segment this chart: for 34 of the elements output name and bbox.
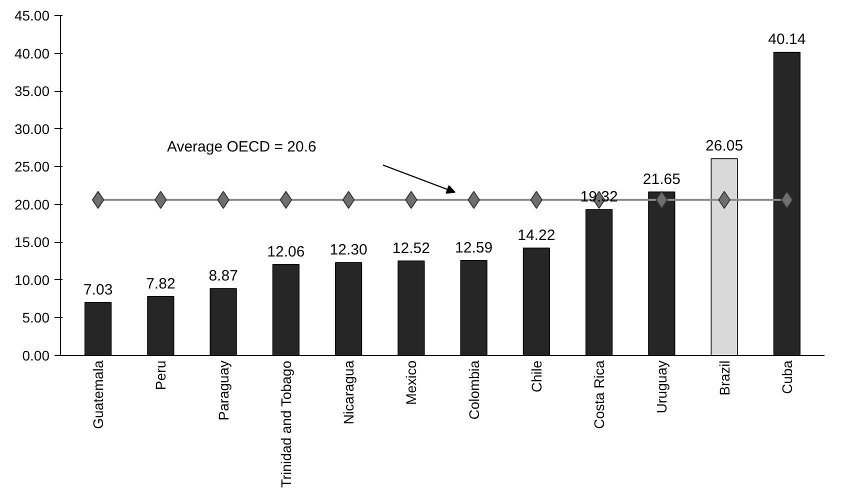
y-tick-label: 5.00 — [22, 310, 50, 326]
x-tick-label: Nicaragua — [340, 360, 357, 424]
x-tick-label: Colombia — [466, 360, 482, 420]
x-tick-label: Brazil — [716, 360, 732, 396]
y-tick-label: 25.00 — [14, 158, 50, 175]
x-tick-label: Trinidad and Tobago — [278, 360, 294, 488]
x-tick-label: Chile — [528, 360, 544, 392]
y-tick-label: 30.00 — [14, 120, 50, 137]
y-tick-label: 10.00 — [14, 272, 50, 288]
x-tick-label: Mexico — [403, 360, 420, 405]
y-tick-label: 45.00 — [14, 8, 50, 24]
data-label: 7.03 — [83, 281, 113, 298]
data-label: 14.22 — [518, 227, 556, 244]
data-label: 26.05 — [706, 138, 744, 155]
y-tick-label: 20.00 — [14, 196, 50, 212]
data-label: 12.52 — [392, 240, 430, 257]
x-tick-label: Peru — [152, 360, 169, 390]
data-label: 12.59 — [455, 239, 493, 256]
y-tick-label: 35.00 — [14, 83, 50, 100]
y-tick-label: 0.00 — [22, 348, 50, 364]
data-label: 40.14 — [768, 31, 806, 48]
x-tick-label: Paraguay — [215, 360, 232, 420]
x-tick-label: Costa Rica — [591, 360, 608, 429]
x-tick-label: Cuba — [778, 360, 795, 394]
data-label: 7.82 — [146, 275, 176, 292]
data-label: 12.06 — [267, 243, 305, 260]
y-tick-label: 40.00 — [14, 45, 50, 62]
data-label: 12.30 — [330, 242, 368, 259]
data-label: 8.87 — [208, 267, 238, 284]
annotation: Average OECD = 20.6 — [166, 138, 316, 156]
x-tick-label: Guatemala — [90, 360, 106, 429]
x-tick-label: Uruguay — [654, 360, 670, 414]
data-label: 21.65 — [642, 170, 680, 188]
y-tick-label: 15.00 — [14, 234, 50, 250]
